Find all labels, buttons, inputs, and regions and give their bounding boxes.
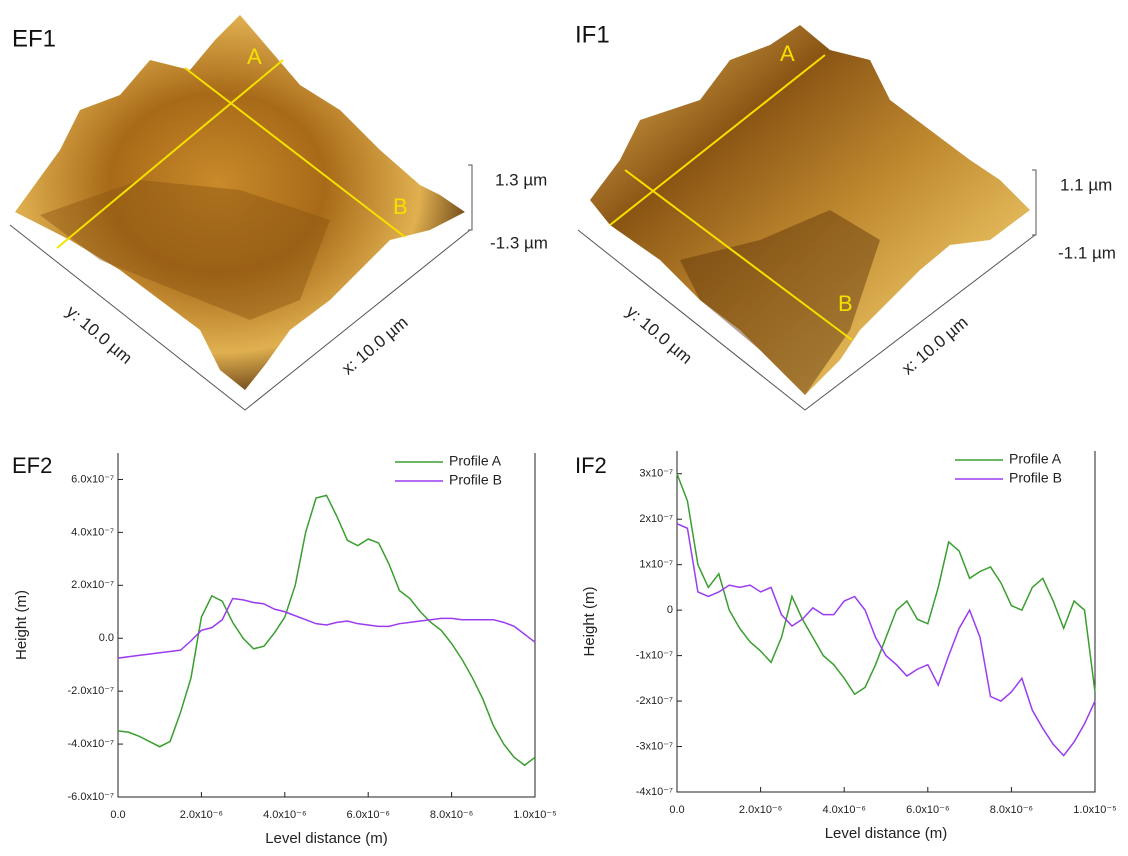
profile-label: B (393, 194, 408, 219)
legend-label: Profile B (1009, 470, 1062, 486)
surface (15, 15, 465, 390)
x-axis-label: x: 10.0 µm (338, 313, 411, 379)
y-tick-label: 2.0x10⁻⁷ (71, 579, 114, 591)
profile-line (56, 59, 284, 249)
afm-image-if1: IF1 A B 1.1 µm -1.1 µm y: 10.0 µm x: 10.… (575, 21, 1116, 411)
frame (577, 229, 1036, 411)
y-tick-label: 0 (667, 604, 673, 616)
data-line (117, 494, 536, 767)
x-axis-label: Level distance (m) (825, 825, 948, 842)
y-tick-label: -3x10⁻⁷ (636, 740, 673, 752)
z-scale (1032, 169, 1037, 236)
x-axis-label: x: 10.0 µm (898, 313, 971, 379)
legend-label: Profile A (1009, 451, 1062, 467)
axis-frame (676, 451, 1096, 793)
data-line (117, 597, 536, 659)
profile-line (184, 67, 406, 238)
legend-label: Profile A (449, 453, 502, 469)
z-scale (468, 164, 473, 231)
chart-title: IF2 (575, 453, 607, 478)
x-tick-label: 8.0x10⁻⁶ (990, 804, 1033, 816)
chart-title: EF2 (12, 453, 52, 478)
x-axis-label: Level distance (m) (265, 830, 388, 847)
z-max: 1.3 µm (495, 170, 547, 189)
y-tick-label: 2x10⁻⁷ (639, 513, 673, 525)
legend-label: Profile B (449, 472, 502, 488)
y-tick-label: 3x10⁻⁷ (639, 468, 673, 480)
profile-line (609, 54, 826, 226)
x-tick-label: 6.0x10⁻⁶ (347, 809, 390, 821)
y-tick-label: -2.0x10⁻⁷ (68, 685, 114, 697)
profile-label: A (780, 41, 795, 66)
x-tick-label: 2.0x10⁻⁶ (180, 809, 223, 821)
x-tick-label: 6.0x10⁻⁶ (906, 804, 949, 816)
x-tick-label: 0.0 (110, 809, 125, 821)
y-tick-label: -1x10⁻⁷ (636, 650, 673, 662)
y-axis-label: Height (m) (581, 586, 598, 656)
x-tick-label: 1.0x10⁻⁵ (1073, 804, 1116, 816)
x-tick-label: 2.0x10⁻⁶ (739, 804, 782, 816)
axis-frame (117, 453, 536, 798)
x-tick-label: 1.0x10⁻⁵ (513, 809, 556, 821)
y-tick-label: 4.0x10⁻⁷ (71, 526, 114, 538)
y-axis-label: Height (m) (13, 590, 30, 660)
y-tick-label: 6.0x10⁻⁷ (71, 473, 114, 485)
profile-line (624, 169, 853, 341)
afm-image-ef1: EF1 A B 1.3 µm -1.3 µm y: 10.0 µm x: 10.… (9, 15, 548, 411)
profile-label: A (247, 44, 262, 69)
y-axis-label: y: 10.0 µm (63, 302, 136, 368)
surface (590, 25, 1030, 395)
x-tick-label: 8.0x10⁻⁶ (430, 809, 473, 821)
y-tick-label: -6.0x10⁻⁷ (68, 791, 114, 803)
surface-shade (680, 210, 880, 395)
x-tick-label: 0.0 (669, 804, 684, 816)
y-axis-label: y: 10.0 µm (623, 302, 696, 368)
y-tick-label: 1x10⁻⁷ (639, 559, 673, 571)
y-tick-label: -2x10⁻⁷ (636, 695, 673, 707)
z-min: -1.3 µm (490, 233, 548, 252)
z-min: -1.1 µm (1058, 243, 1116, 262)
y-tick-label: -4x10⁻⁷ (636, 786, 673, 798)
x-tick-label: 4.0x10⁻⁶ (263, 809, 306, 821)
data-line (676, 473, 1096, 696)
panel-title: IF1 (575, 21, 610, 48)
frame (9, 224, 471, 411)
data-line (676, 523, 1096, 757)
y-tick-label: 0.0 (99, 632, 114, 644)
surface-shade (40, 180, 330, 320)
x-tick-label: 4.0x10⁻⁶ (823, 804, 866, 816)
y-tick-label: -4.0x10⁻⁷ (68, 738, 114, 750)
profile-label: B (838, 291, 853, 316)
panel-title: EF1 (12, 25, 56, 52)
z-max: 1.1 µm (1060, 175, 1112, 194)
